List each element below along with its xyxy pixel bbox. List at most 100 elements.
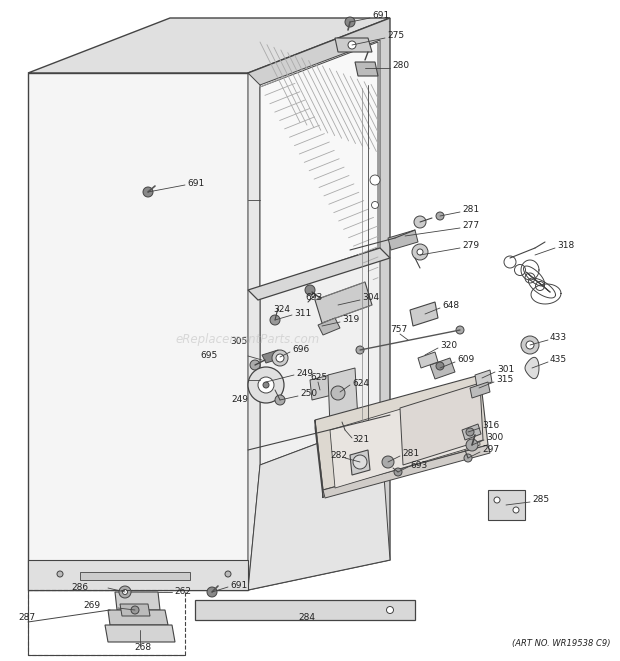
Text: 301: 301 [497,366,514,375]
Text: 281: 281 [462,206,479,215]
Text: 277: 277 [462,221,479,231]
Text: 304: 304 [362,293,379,303]
Polygon shape [108,610,168,625]
Text: 268: 268 [134,644,151,652]
Circle shape [436,362,444,370]
Polygon shape [462,424,481,440]
Polygon shape [335,38,372,52]
Text: 693: 693 [410,461,427,469]
Text: 286: 286 [71,584,88,592]
Circle shape [119,586,131,598]
Text: 648: 648 [442,301,459,311]
Circle shape [131,606,139,614]
Polygon shape [328,368,358,427]
Polygon shape [525,358,539,379]
Polygon shape [262,350,282,363]
Polygon shape [120,604,150,616]
Circle shape [371,202,378,208]
Polygon shape [28,18,390,73]
Circle shape [513,507,519,513]
Circle shape [412,244,428,260]
Polygon shape [318,318,340,335]
Circle shape [331,386,345,400]
Text: 282: 282 [330,451,347,461]
Circle shape [57,571,63,577]
Text: 269: 269 [83,602,100,611]
Text: 757: 757 [390,325,407,334]
Circle shape [436,212,444,220]
Text: 609: 609 [457,356,474,364]
Polygon shape [315,282,372,323]
Polygon shape [115,592,160,610]
Circle shape [275,395,285,405]
Circle shape [143,187,153,197]
Polygon shape [248,420,390,590]
Text: 691: 691 [372,11,389,20]
Polygon shape [323,445,490,498]
Polygon shape [80,572,190,580]
Text: 297: 297 [482,446,499,455]
Text: 249: 249 [231,395,248,405]
Polygon shape [355,62,378,76]
Circle shape [466,439,478,451]
Text: (ART NO. WR19538 C9): (ART NO. WR19538 C9) [512,639,610,648]
Circle shape [348,41,356,49]
Polygon shape [260,40,380,465]
Text: 281: 281 [402,449,419,459]
Polygon shape [388,230,418,250]
Circle shape [394,468,402,476]
Text: 691: 691 [230,580,247,590]
Polygon shape [315,420,323,498]
Polygon shape [475,370,492,387]
Circle shape [386,607,394,613]
Text: 280: 280 [392,61,409,71]
Polygon shape [248,18,390,590]
Circle shape [272,350,288,366]
Circle shape [466,428,474,436]
Polygon shape [470,382,490,398]
Circle shape [345,17,355,27]
Polygon shape [418,352,438,368]
Polygon shape [260,42,378,288]
Polygon shape [28,560,248,590]
Polygon shape [310,375,332,400]
Text: 625: 625 [310,373,327,383]
Text: 249: 249 [296,368,313,377]
Polygon shape [400,383,483,465]
Text: 311: 311 [294,309,311,317]
Circle shape [263,382,269,388]
Circle shape [276,354,284,362]
Circle shape [305,285,315,295]
Text: 316: 316 [482,422,499,430]
Circle shape [356,346,364,354]
Text: 275: 275 [387,32,404,40]
Text: 433: 433 [550,334,567,342]
Circle shape [123,590,128,594]
Circle shape [225,571,231,577]
Text: 691: 691 [187,178,204,188]
Text: 284: 284 [298,613,315,623]
Polygon shape [430,358,455,379]
Text: 250: 250 [300,389,317,399]
Circle shape [353,455,367,469]
Polygon shape [488,490,525,520]
Polygon shape [315,375,488,490]
Polygon shape [248,73,260,590]
Text: 279: 279 [462,241,479,251]
Circle shape [258,377,274,393]
Polygon shape [330,387,480,488]
Polygon shape [195,600,415,620]
Circle shape [417,249,423,255]
Text: 320: 320 [440,342,457,350]
Circle shape [270,315,280,325]
Polygon shape [105,625,175,642]
Circle shape [248,367,284,403]
Text: 324: 324 [273,305,290,315]
Circle shape [370,175,380,185]
Polygon shape [28,73,248,590]
Circle shape [456,326,464,334]
Text: 315: 315 [496,375,513,385]
Circle shape [340,425,350,435]
Text: 319: 319 [342,315,359,325]
Text: 305: 305 [231,338,248,346]
